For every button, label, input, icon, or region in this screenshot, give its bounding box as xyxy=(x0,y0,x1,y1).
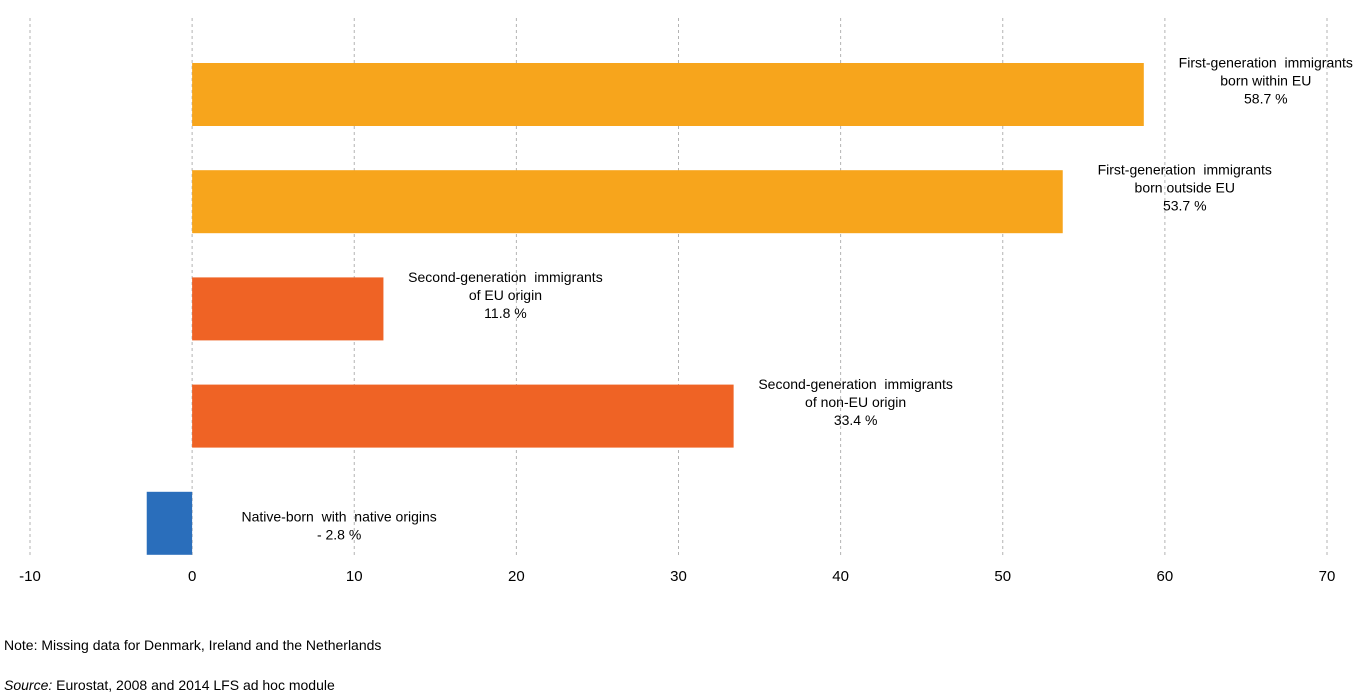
source-text: Eurostat, 2008 and 2014 LFS ad hoc modul… xyxy=(52,677,335,693)
x-axis-tick-labels: -10 0 10 20 30 40 50 60 70 xyxy=(19,568,1335,585)
bar-category-label: First-generation immigrants xyxy=(1179,55,1353,71)
bar-chart: First-generation immigrants born within E… xyxy=(19,18,1353,585)
bars xyxy=(146,63,1144,555)
bar xyxy=(192,384,734,448)
bar-category-label: Second-generation immigrants xyxy=(408,269,603,285)
bar xyxy=(146,491,193,555)
footnote: Note: Missing data for Denmark, Ireland … xyxy=(4,637,382,653)
bar xyxy=(192,170,1063,234)
bar-value-label: 33.4 % xyxy=(834,412,878,428)
bar-value-label: 58.7 % xyxy=(1244,91,1288,107)
bar-value-label: - 2.8 % xyxy=(317,526,361,542)
bar-category-label: born within EU xyxy=(1220,73,1311,89)
x-tick-label: -10 xyxy=(19,568,41,585)
x-tick-label: 0 xyxy=(188,568,196,585)
bar-value-label: 11.8 % xyxy=(484,305,527,321)
bar xyxy=(192,277,384,341)
x-tick-label: 40 xyxy=(832,568,849,585)
bar xyxy=(192,63,1144,126)
bar-value-label: 53.7 % xyxy=(1163,198,1207,214)
bar-category-label: Second-generation immigrants xyxy=(758,376,953,392)
bar-category-label: born outside EU xyxy=(1135,180,1235,196)
x-tick-label: 70 xyxy=(1319,568,1336,585)
bar-category-label: of EU origin xyxy=(469,287,542,303)
x-tick-label: 60 xyxy=(1157,568,1174,585)
x-tick-label: 30 xyxy=(670,568,687,585)
source-label: Source: xyxy=(4,677,53,693)
bar-labels: First-generation immigrants born within E… xyxy=(241,55,1352,543)
source-line: Source: Eurostat, 2008 and 2014 LFS ad h… xyxy=(4,677,335,693)
bar-category-label: Native-born with native origins xyxy=(241,508,436,524)
x-tick-label: 10 xyxy=(346,568,363,585)
x-tick-label: 20 xyxy=(508,568,525,585)
x-tick-label: 50 xyxy=(994,568,1011,585)
bar-category-label: First-generation immigrants xyxy=(1098,162,1272,178)
bar-category-label: of non-EU origin xyxy=(805,394,906,410)
